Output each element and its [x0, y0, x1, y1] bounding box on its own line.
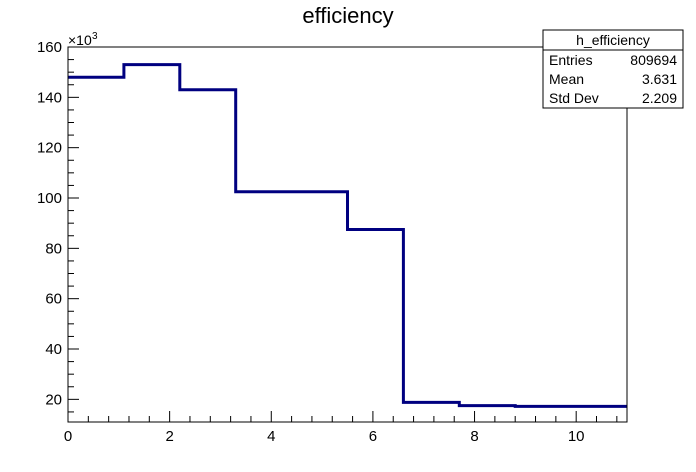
x-tick-label: 0	[64, 428, 72, 445]
stats-box-frame	[542, 29, 684, 109]
x-tick-label: 6	[369, 428, 377, 445]
x-tick-label: 2	[165, 428, 173, 445]
stats-mean-value: 3.631	[642, 71, 677, 87]
stats-stddev-label: Std Dev	[549, 90, 599, 106]
y-tick-label: 100	[37, 190, 62, 207]
stats-entries-value: 809694	[630, 52, 677, 68]
stats-box-title: h_efficiency	[576, 32, 650, 48]
plot-axes: 0 2 4 6 8 10 20 40 60 80 100 120 140 160	[37, 39, 618, 445]
y-tick-label: 40	[45, 341, 62, 358]
stats-mean-label: Mean	[549, 71, 584, 87]
x-tick-label: 8	[470, 428, 478, 445]
y-tick-label: 20	[45, 391, 62, 408]
y-tick-label: 80	[45, 240, 62, 257]
y-tick-label: 60	[45, 291, 62, 308]
y-tick-label: 140	[37, 89, 62, 106]
y-multiplier-exponent: 3	[92, 31, 98, 42]
stats-box: h_efficiency Entries 809694 Mean 3.631 S…	[542, 29, 684, 109]
y-axis-multiplier: ×10 3	[68, 31, 98, 48]
plot-frame	[67, 46, 628, 423]
y-tick-label: 160	[37, 39, 62, 56]
chart-title: efficiency	[302, 3, 393, 28]
stats-entries-label: Entries	[549, 52, 593, 68]
x-tick-label: 10	[568, 428, 585, 445]
y-tick-label: 120	[37, 140, 62, 157]
histogram-step-line	[68, 63, 627, 408]
x-tick-label: 4	[267, 428, 275, 445]
stats-stddev-value: 2.209	[642, 90, 677, 106]
y-multiplier-base: ×10	[68, 32, 92, 48]
